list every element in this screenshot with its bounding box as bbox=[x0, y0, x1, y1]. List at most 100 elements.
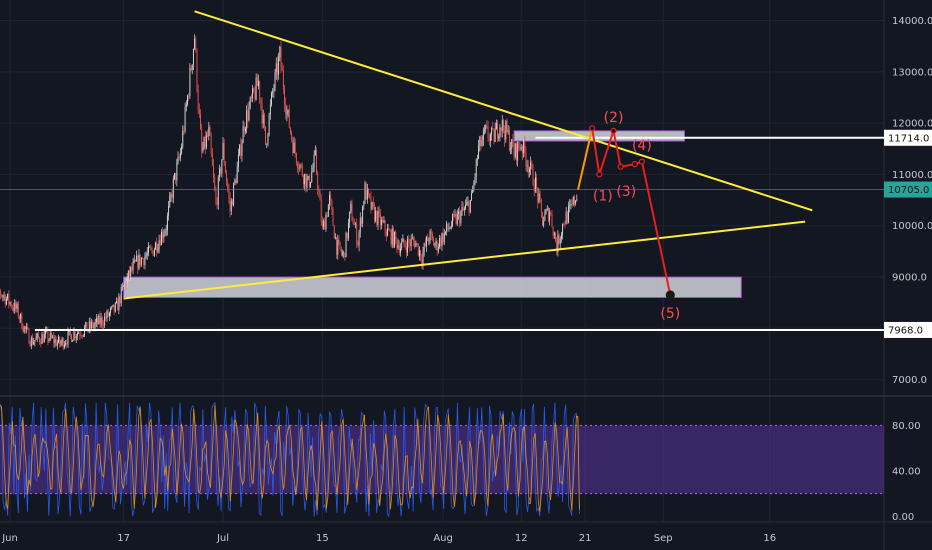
wave-label-2: (3) bbox=[616, 184, 636, 200]
candle-body bbox=[498, 136, 500, 139]
time-tick-label-5: 12 bbox=[515, 533, 528, 544]
candle-body bbox=[466, 202, 468, 206]
candle-body bbox=[319, 192, 321, 201]
candle-body bbox=[111, 306, 113, 309]
candle-body bbox=[123, 285, 125, 287]
candle-body bbox=[405, 247, 407, 253]
candle-body bbox=[363, 203, 365, 207]
candle-body bbox=[30, 337, 32, 346]
candle-body bbox=[506, 121, 508, 132]
price-zones bbox=[123, 130, 742, 299]
candle-body bbox=[395, 231, 397, 239]
candle-body bbox=[229, 197, 231, 212]
candle-body bbox=[144, 257, 146, 266]
candle-body bbox=[377, 210, 379, 225]
candle-body bbox=[325, 215, 327, 230]
candle-body bbox=[472, 189, 474, 194]
candle-body bbox=[458, 211, 459, 214]
candle-body bbox=[190, 68, 192, 71]
candle-body bbox=[507, 130, 509, 132]
candle-body bbox=[422, 252, 424, 264]
candle-body bbox=[94, 322, 96, 326]
stoch-tick-label-0: 0.00 bbox=[892, 512, 914, 523]
stoch-tick-label-1: 40.00 bbox=[892, 466, 921, 477]
candle-body bbox=[298, 168, 300, 170]
candle-body bbox=[124, 282, 126, 286]
candle-body bbox=[280, 47, 282, 68]
candle-body bbox=[520, 146, 522, 150]
candle-body bbox=[497, 123, 498, 139]
wave-label-4: (5) bbox=[660, 306, 680, 322]
candle-body bbox=[217, 177, 219, 205]
candle-body bbox=[313, 154, 315, 168]
candle-body bbox=[224, 162, 226, 173]
candle-body bbox=[261, 104, 263, 124]
candle-body bbox=[196, 50, 198, 90]
candle-body bbox=[563, 223, 565, 225]
zone-0 bbox=[123, 276, 742, 299]
candle-body bbox=[330, 194, 332, 202]
candle-body bbox=[103, 324, 104, 326]
candle-body bbox=[107, 310, 109, 317]
candle-body bbox=[142, 258, 143, 259]
candle-body bbox=[564, 224, 566, 225]
candle-body bbox=[247, 110, 249, 121]
time-tick-label-1: 17 bbox=[117, 533, 130, 544]
candle-body bbox=[492, 127, 494, 129]
candle-body bbox=[99, 315, 101, 325]
candle-body bbox=[39, 337, 41, 343]
candle-body bbox=[126, 277, 128, 287]
trendline-0 bbox=[194, 10, 813, 212]
candle-body bbox=[532, 166, 534, 186]
candle-body bbox=[443, 232, 445, 243]
candle-body bbox=[551, 214, 553, 227]
candle-body bbox=[66, 343, 68, 345]
candle-body bbox=[125, 282, 127, 287]
candle-body bbox=[306, 178, 308, 188]
candle-body bbox=[514, 143, 516, 158]
candle-body bbox=[112, 304, 114, 307]
candle-body bbox=[119, 296, 121, 304]
candle-body bbox=[241, 143, 243, 156]
candle-body bbox=[33, 342, 35, 345]
candle-body bbox=[485, 125, 487, 130]
candle-body bbox=[108, 312, 110, 317]
candle-body bbox=[52, 336, 54, 338]
level-tag-label-2: 10705.0 bbox=[888, 185, 929, 196]
candle-body bbox=[324, 220, 326, 230]
candle-body bbox=[17, 303, 19, 318]
level-tag-bg-1 bbox=[884, 321, 932, 338]
price-tick-label-7: 14000.0 bbox=[892, 16, 932, 27]
candle-body bbox=[388, 228, 390, 231]
candle-body bbox=[90, 321, 91, 328]
candle-body bbox=[334, 237, 336, 239]
candle-body bbox=[569, 205, 571, 207]
price-tick-label-0: 7000.0 bbox=[892, 375, 927, 386]
candle-body bbox=[524, 140, 526, 153]
candle-body bbox=[381, 219, 383, 226]
candle-body bbox=[383, 220, 385, 223]
candle-body bbox=[385, 231, 387, 236]
candle-body bbox=[369, 193, 371, 197]
candle-body bbox=[213, 165, 214, 178]
candle-body bbox=[340, 249, 342, 254]
candle-body bbox=[263, 114, 265, 127]
candle-body bbox=[450, 225, 452, 228]
candle-body bbox=[462, 207, 464, 210]
candle-body bbox=[332, 209, 334, 226]
candle-body bbox=[195, 38, 197, 51]
candle-body bbox=[85, 322, 87, 328]
candle-body bbox=[113, 304, 115, 312]
candle-body bbox=[234, 179, 236, 184]
candle-body bbox=[571, 204, 573, 205]
candle-body bbox=[182, 130, 184, 147]
candle-body bbox=[565, 211, 567, 225]
candle-body bbox=[481, 140, 483, 147]
candle-body bbox=[446, 223, 448, 232]
level-tag-label-1: 7968.0 bbox=[888, 325, 923, 336]
time-tick-label-3: 15 bbox=[316, 533, 329, 544]
candle-body bbox=[216, 202, 218, 205]
candle-body bbox=[491, 127, 493, 135]
